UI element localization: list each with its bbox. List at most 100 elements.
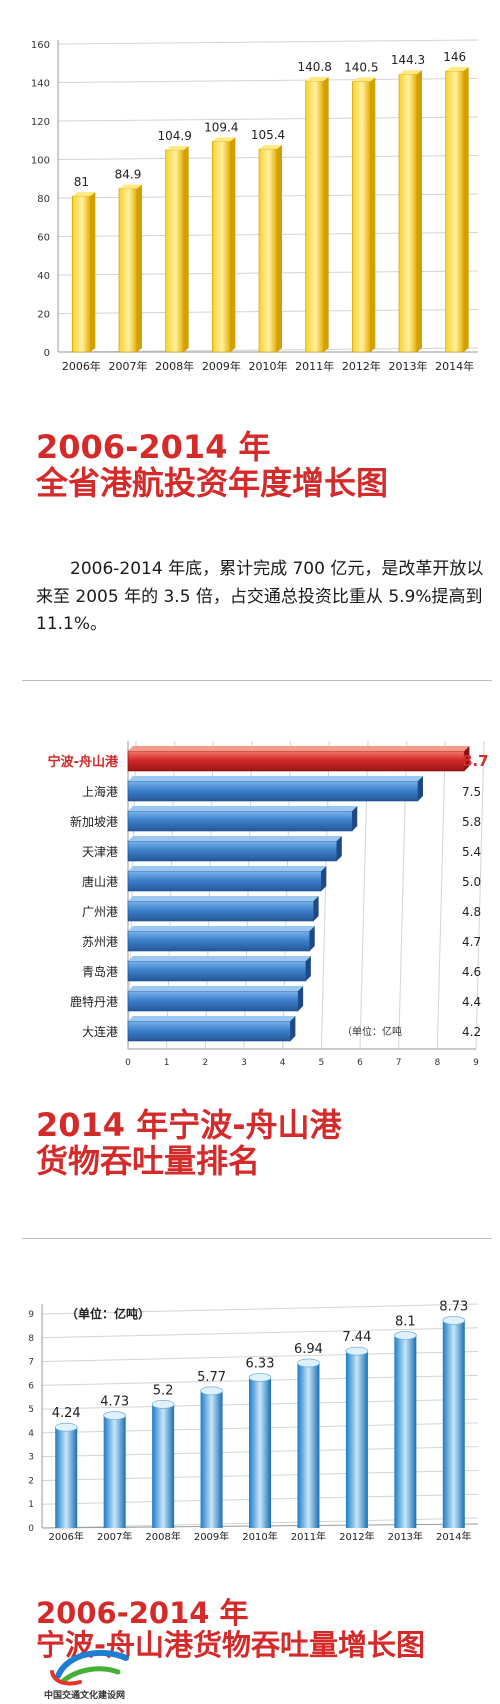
data-label: 4.8 xyxy=(462,905,481,919)
bar-top xyxy=(442,1316,466,1325)
bar-top xyxy=(128,776,423,781)
data-label: 5.2 xyxy=(153,1383,174,1398)
title-line-1: 2006-2014 年 xyxy=(36,428,271,466)
x-tick-label: 2013年 xyxy=(389,359,428,373)
category-label: 大连港 xyxy=(82,1024,118,1039)
category-label: 鹿特丹港 xyxy=(70,994,118,1009)
y-tick-label: 40 xyxy=(37,271,50,282)
y-tick-label: 2 xyxy=(28,1476,34,1486)
ranking-chart-title: 2014 年宁波-舟山港 货物吞吐量排名 xyxy=(36,1106,342,1180)
x-tick-label: 2006年 xyxy=(48,1530,83,1540)
bar-side xyxy=(230,137,236,352)
site-logo-text: 中国交通文化建设网 xyxy=(44,1691,126,1701)
bar xyxy=(103,1415,126,1528)
y-tick-label: 100 xyxy=(31,156,50,167)
y-tick-label: 8 xyxy=(28,1334,34,1344)
data-label: 84.9 xyxy=(115,168,142,182)
bar-top xyxy=(72,192,96,197)
bar-top xyxy=(305,76,329,81)
bar-top xyxy=(128,896,319,901)
bar-side xyxy=(336,836,342,861)
throughput-bar-chart: 0 1 2 3 4 5 6 7 8 9 （单位：亿吨） 4.24 4.73 5.2 5.77 6.33 6.94… xyxy=(28,1299,479,1540)
bar-top xyxy=(399,70,422,75)
x-tick-label: 3 xyxy=(241,1058,247,1068)
investment-description: 2006-2014 年底，累计完成 700 亿元，是改革开放以来至 2005 年… xyxy=(36,559,484,635)
category-label: 上海港 xyxy=(82,784,118,799)
bar xyxy=(127,780,419,802)
y-tick-label: 7 xyxy=(28,1358,34,1368)
bar-top xyxy=(212,137,236,142)
bar-side xyxy=(417,70,422,352)
bar-top xyxy=(345,1346,369,1356)
port-ranking-bar-chart: 0 1 2 3 4 5 6 7 8 9 宁波-舟山港 8.7 上海港 7.5 新加坡港 5.8 天津港 5.4 唐山… xyxy=(48,740,489,1068)
bar-side xyxy=(309,926,315,951)
bar-top xyxy=(165,146,189,151)
bar-side xyxy=(313,896,319,921)
category-label: 宁波-舟山港 xyxy=(48,754,119,770)
gridline xyxy=(57,39,479,45)
x-tick-label: 2 xyxy=(202,1058,208,1068)
bar-side xyxy=(323,76,329,353)
x-tick-label: 8 xyxy=(434,1058,440,1068)
data-label: 4.6 xyxy=(462,965,481,979)
x-tick-label: 2007年 xyxy=(97,1530,132,1540)
data-label: 4.73 xyxy=(100,1395,129,1410)
data-label: 4.4 xyxy=(462,995,481,1009)
bar xyxy=(152,1404,175,1528)
x-tick-label: 2011年 xyxy=(291,1530,326,1540)
bar xyxy=(249,1377,271,1528)
x-tick-label: 2011年 xyxy=(295,359,334,373)
bar-top xyxy=(151,1400,175,1409)
gridline xyxy=(436,740,446,1050)
x-tick-label: 9 xyxy=(473,1058,479,1068)
bar-top xyxy=(248,1373,272,1382)
bar xyxy=(345,1351,368,1528)
bar-top xyxy=(128,1016,296,1021)
y-tick-label: 4 xyxy=(28,1429,34,1439)
title-line-2: 宁波-舟山港货物吞吐量增长图 xyxy=(36,1628,426,1663)
section-divider xyxy=(22,680,492,681)
bar-top xyxy=(128,986,304,991)
bar-side xyxy=(290,1016,296,1041)
bar-side xyxy=(321,866,327,891)
x-tick-label: 2012年 xyxy=(342,359,381,373)
x-tick-label: 2009年 xyxy=(202,359,241,373)
bar xyxy=(127,960,307,982)
bar xyxy=(442,1320,465,1528)
y-tick-label: 1 xyxy=(28,1500,34,1510)
category-label: 广州港 xyxy=(82,905,118,919)
bar-side xyxy=(137,184,142,352)
data-label: 140.8 xyxy=(297,60,331,74)
data-label: 104.9 xyxy=(157,129,191,143)
data-label: 4.24 xyxy=(52,1406,81,1421)
bar-side xyxy=(277,145,282,352)
bar-top xyxy=(297,1358,320,1368)
y-tick-label: 140 xyxy=(31,79,50,90)
bar-side xyxy=(464,746,470,771)
data-label: 8.1 xyxy=(395,1314,416,1329)
data-label: 6.33 xyxy=(246,1356,275,1371)
title-line-1: 2006-2014 年 xyxy=(36,1596,249,1630)
x-tick-label: 6 xyxy=(357,1058,363,1068)
bar xyxy=(200,1390,223,1528)
category-label: 唐山港 xyxy=(82,874,118,889)
x-tick-label: 2010年 xyxy=(249,359,288,373)
bar-side xyxy=(305,956,311,981)
bar-side xyxy=(352,806,358,831)
bar xyxy=(55,1427,78,1528)
data-label: 7.44 xyxy=(342,1330,371,1345)
unit-note: （单位：亿吨） xyxy=(66,1306,150,1321)
x-tick-label: 5 xyxy=(318,1058,324,1068)
category-label: 苏州港 xyxy=(82,935,118,949)
bar xyxy=(127,840,338,862)
bar xyxy=(258,148,278,353)
bar-top xyxy=(352,77,376,82)
x-tick-label: 2012年 xyxy=(339,1530,374,1540)
gridline xyxy=(41,1327,479,1339)
data-label: 4.2 xyxy=(462,1025,481,1039)
data-label: 140.5 xyxy=(344,61,378,75)
bar xyxy=(394,1335,417,1528)
bar-side xyxy=(183,146,189,352)
title-line-1: 2014 年宁波-舟山港 xyxy=(36,1106,342,1144)
bar xyxy=(297,1362,320,1528)
